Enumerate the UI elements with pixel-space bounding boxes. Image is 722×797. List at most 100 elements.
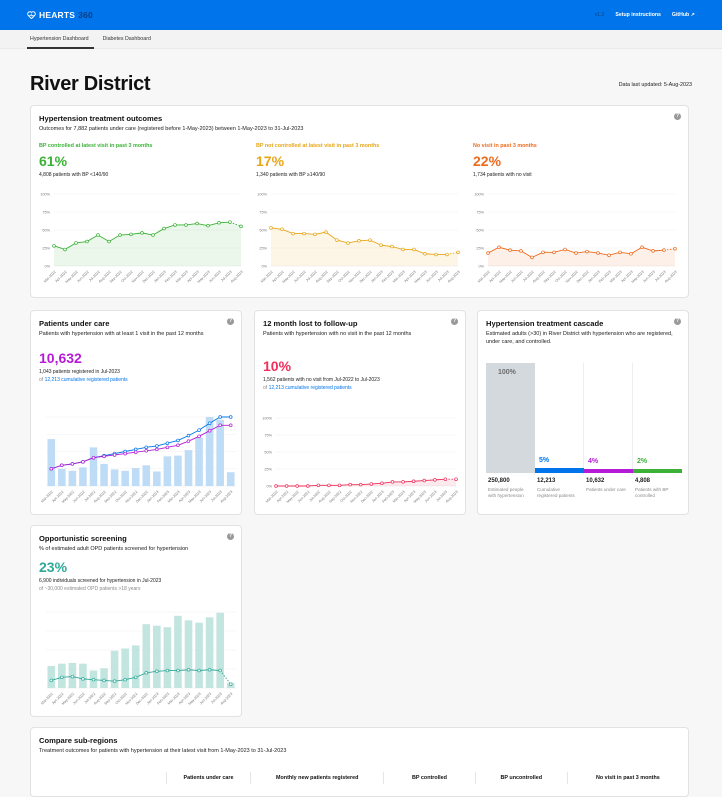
bar <box>174 615 182 688</box>
bar <box>89 447 98 486</box>
data-point <box>348 482 352 487</box>
data-point <box>63 247 67 252</box>
data-point <box>70 462 75 466</box>
puc-detail: 1,043 patients registered in Jul-2023 <box>39 369 120 376</box>
data-point <box>155 669 159 674</box>
data-point <box>486 251 490 255</box>
data-point <box>184 223 188 227</box>
ltfu-registered-link[interactable]: 12,213 cumulative registered patients <box>268 385 352 392</box>
compare-column-header[interactable]: BP controlled <box>383 772 476 784</box>
page-title: River District <box>30 73 151 95</box>
y-tick-label: 75% <box>264 434 272 438</box>
bar <box>142 465 151 486</box>
bar <box>121 648 129 688</box>
data-point <box>228 220 232 224</box>
data-point <box>186 439 191 443</box>
data-point <box>207 429 212 433</box>
cascade-percent: 100% <box>498 369 516 376</box>
x-tick-label: Jun-2022 <box>510 270 523 283</box>
cascade-bar <box>535 467 584 473</box>
outcomes-title: Hypertension treatment outcomes <box>39 114 163 123</box>
outcome-segment: BP not controlled at latest visit in pas… <box>256 143 471 284</box>
tab-diabetes[interactable]: Diabetes Dashboard <box>102 36 151 42</box>
data-point <box>70 674 75 679</box>
data-point <box>107 239 111 244</box>
bar <box>184 620 193 688</box>
data-point <box>662 248 666 252</box>
cascade-bar <box>486 363 535 473</box>
data-point <box>563 247 567 252</box>
data-point <box>508 248 512 252</box>
data-point <box>618 250 622 255</box>
data-point <box>313 232 317 237</box>
compare-subtitle: Treatment outcomes for patients with hyp… <box>39 748 287 754</box>
outcome-chart: 0%25%50%75%100%Mar-2022Apr-2022May-2022J… <box>474 193 677 285</box>
screening-title: Opportunistic screening <box>39 534 127 543</box>
bar <box>163 627 172 688</box>
bar <box>47 665 56 688</box>
y-tick-label: 25% <box>259 247 267 251</box>
help-icon[interactable]: ? <box>227 318 234 325</box>
data-point <box>155 444 159 448</box>
cascade-percent: 2% <box>637 458 648 465</box>
segment-value: 17% <box>256 153 285 169</box>
y-tick-label: 25% <box>264 468 272 472</box>
data-point <box>316 483 321 488</box>
data-point <box>390 244 394 249</box>
data-point <box>133 447 138 452</box>
data-point <box>197 668 201 673</box>
puc-registered-link[interactable]: 12,213 cumulative registered patients <box>44 377 128 384</box>
data-point <box>423 252 427 256</box>
data-point <box>497 245 501 250</box>
data-point <box>337 483 342 488</box>
logo-suffix: 360 <box>78 10 93 20</box>
y-tick-label: 100% <box>474 193 484 197</box>
series-line <box>51 424 231 470</box>
cascade-description: Cumulative registered patients <box>537 487 575 498</box>
cascade-column: 2% 4,808 Patients with BP controlled <box>633 363 682 498</box>
x-tick-label: Jun-2023 <box>642 270 655 283</box>
bar <box>131 468 140 486</box>
compare-column-header[interactable]: No visit in past 3 months <box>566 772 688 784</box>
ltfu-link-prefix: of <box>263 385 269 392</box>
data-point <box>401 480 405 484</box>
github-link[interactable]: GitHub ↗ <box>671 12 695 18</box>
ltfu-card: 12 month lost to follow-up Patients with… <box>254 310 466 515</box>
data-point <box>629 252 633 256</box>
compare-column-header[interactable]: BP uncontrolled <box>474 772 568 784</box>
help-icon[interactable]: ? <box>451 318 458 325</box>
data-point <box>445 252 449 257</box>
y-tick-label: 100% <box>262 417 272 421</box>
data-point <box>74 241 78 245</box>
data-point <box>379 243 383 247</box>
segment-detail: 1,734 patients with no visit <box>473 172 532 178</box>
screening-muted: of ~30,000 estimated OPD patients >18 ye… <box>39 586 141 593</box>
compare-column-header[interactable]: Monthly new patients registered <box>250 772 384 784</box>
compare-column-header[interactable]: Patients under care <box>165 772 251 784</box>
ltfu-detail: 1,562 patients with no visit from Jul-20… <box>263 377 380 384</box>
help-icon[interactable]: ? <box>674 113 681 120</box>
cascade-column: 100% 250,800 Estimated people with hyperte… <box>486 363 535 498</box>
compare-title: Compare sub-regions <box>39 736 118 745</box>
cascade-column: 5% 12,213 Cumulative registered patients <box>535 363 584 498</box>
setup-instructions-link[interactable]: Setup instructions <box>615 12 661 18</box>
cascade-number: 250,800 <box>488 478 510 484</box>
help-icon[interactable]: ? <box>674 318 681 325</box>
series-line-projected <box>446 251 459 255</box>
y-tick-label: 50% <box>259 229 267 233</box>
help-icon[interactable]: ? <box>227 533 234 540</box>
data-point <box>390 480 395 484</box>
data-point <box>274 484 278 488</box>
cascade-title: Hypertension treatment cascade <box>486 319 604 328</box>
compare-column-header[interactable] <box>31 772 166 784</box>
tab-hypertension[interactable]: Hypertension Dashboard <box>27 30 94 49</box>
heart-icon <box>27 11 36 19</box>
bar <box>47 439 56 486</box>
data-point <box>133 675 138 680</box>
data-point <box>129 232 133 237</box>
app-logo[interactable]: HEARTS 360 <box>27 10 93 20</box>
data-point <box>96 233 100 237</box>
data-point <box>118 233 122 237</box>
data-point <box>102 454 106 459</box>
screening-chart: Mar-2022Apr-2022May-2022Jun-2022Jul-2022… <box>40 611 236 706</box>
